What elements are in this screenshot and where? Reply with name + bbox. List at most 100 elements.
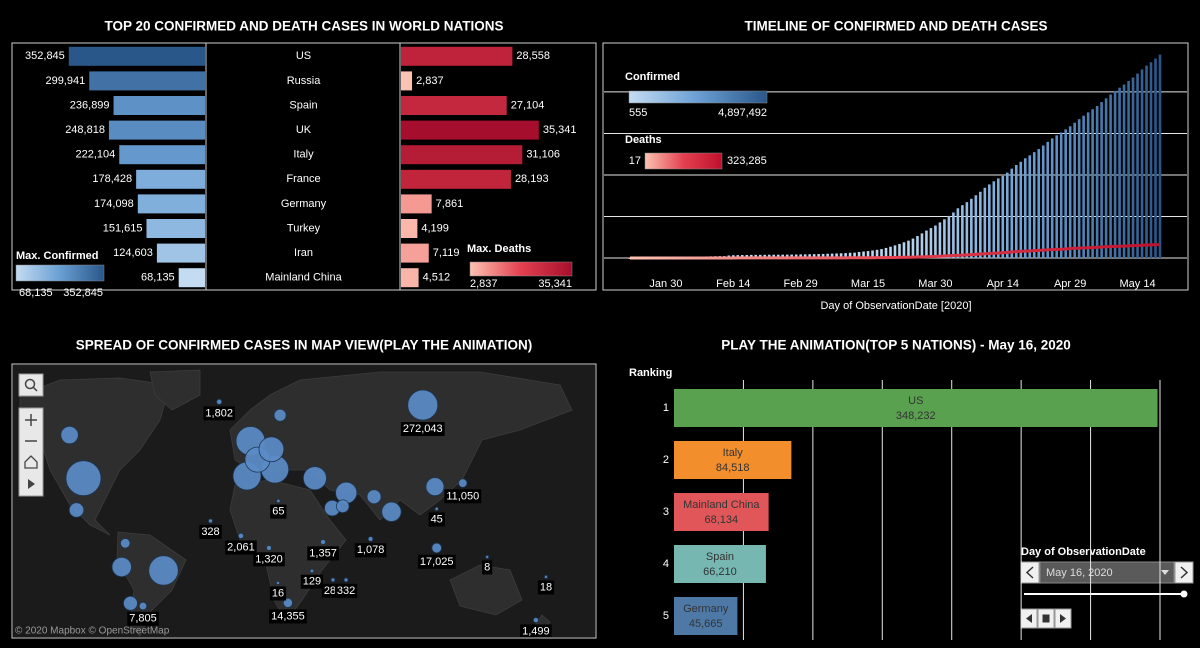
label-background (444, 489, 482, 504)
bar (1019, 161, 1023, 258)
data-label: 2,837 (416, 75, 444, 87)
bubble (302, 466, 327, 491)
bar (401, 145, 523, 165)
data-label: 129 (303, 576, 321, 588)
bar (979, 191, 982, 258)
bubble (425, 477, 445, 497)
legend-title: Deaths (625, 134, 662, 146)
bar (983, 187, 987, 258)
bar (947, 215, 951, 258)
category-label: Germany (281, 198, 327, 210)
bar (1109, 94, 1112, 258)
bar (893, 245, 897, 258)
prev-button[interactable] (1020, 561, 1040, 584)
bubble (343, 577, 349, 583)
greenland (149, 369, 201, 411)
bar (925, 230, 928, 258)
bubble (273, 408, 287, 422)
bar (853, 252, 856, 258)
bar (866, 251, 870, 258)
legend-min: 17 (629, 155, 641, 167)
bubble (276, 580, 281, 585)
search-button[interactable] (18, 373, 44, 397)
data-label: 7,119 (433, 247, 460, 259)
data-label: 28,558 (516, 50, 550, 62)
bar (943, 219, 946, 258)
bar (1005, 172, 1009, 258)
label-background (225, 540, 257, 555)
next-button[interactable] (1174, 561, 1194, 584)
x-tick-label: Apr 14 (987, 278, 1019, 290)
bar (907, 240, 910, 258)
map-controls[interactable] (18, 407, 44, 497)
bar (974, 195, 978, 258)
line (630, 243, 1161, 260)
label-background (300, 574, 324, 589)
home[interactable] (24, 455, 38, 469)
bar (1131, 77, 1135, 258)
data-label: 1,357 (309, 547, 337, 559)
category-label: Italy (293, 149, 314, 161)
bar (821, 253, 825, 258)
bar (401, 219, 418, 238)
data-label: 18 (540, 581, 552, 593)
bar (781, 254, 785, 258)
data-label: 35,341 (543, 124, 577, 136)
data-label: 1,078 (357, 544, 385, 556)
zoom-in[interactable] (25, 414, 37, 426)
bar (401, 120, 539, 140)
label-background (307, 546, 339, 561)
bubble (407, 389, 439, 421)
legend-max: 35,341 (538, 278, 572, 290)
bar (902, 242, 906, 258)
label-background (270, 504, 287, 519)
label-background (354, 543, 387, 558)
bar (875, 249, 879, 258)
bar (146, 219, 205, 238)
data-label: 27,104 (511, 99, 545, 111)
playback-controls[interactable] (1020, 608, 1072, 629)
bubble (532, 617, 539, 623)
bar (952, 212, 955, 258)
search-icon (32, 386, 38, 392)
bar (1082, 115, 1085, 258)
x-tick-label: Mar 15 (851, 278, 885, 290)
label-background (269, 609, 307, 624)
bar (790, 254, 793, 258)
bar (817, 254, 820, 258)
bubble (282, 597, 293, 608)
bar (1014, 164, 1018, 258)
bar (1140, 69, 1144, 258)
bar (401, 71, 413, 91)
bar (68, 46, 206, 66)
bar (772, 254, 776, 258)
data-label: 31,106 (526, 149, 560, 161)
bar (799, 254, 802, 258)
bar (1154, 58, 1157, 258)
next-icon (1180, 566, 1189, 579)
label-background (127, 611, 159, 626)
bar (1077, 119, 1081, 258)
bar (871, 250, 874, 258)
bar (401, 169, 511, 189)
bubble (123, 595, 138, 611)
bar (1073, 122, 1076, 258)
bar (911, 238, 915, 258)
bar-label: Italy (723, 447, 744, 459)
bar (916, 236, 919, 258)
slider-handle[interactable] (1180, 590, 1188, 598)
rank-label: 2 (663, 454, 669, 466)
y-axis-title: Ranking (629, 367, 672, 379)
play[interactable] (28, 479, 35, 489)
bar (156, 243, 205, 263)
date-dropdown[interactable]: May 16, 2020 (1020, 561, 1194, 584)
legend-gradient (644, 152, 723, 170)
label-background (417, 554, 456, 569)
bar (898, 244, 901, 258)
label-background (400, 422, 445, 437)
dropdown[interactable] (1039, 561, 1175, 584)
data-label: 151,615 (103, 222, 143, 234)
africa (229, 479, 347, 623)
bar (1064, 129, 1067, 258)
map-search[interactable] (18, 373, 44, 397)
